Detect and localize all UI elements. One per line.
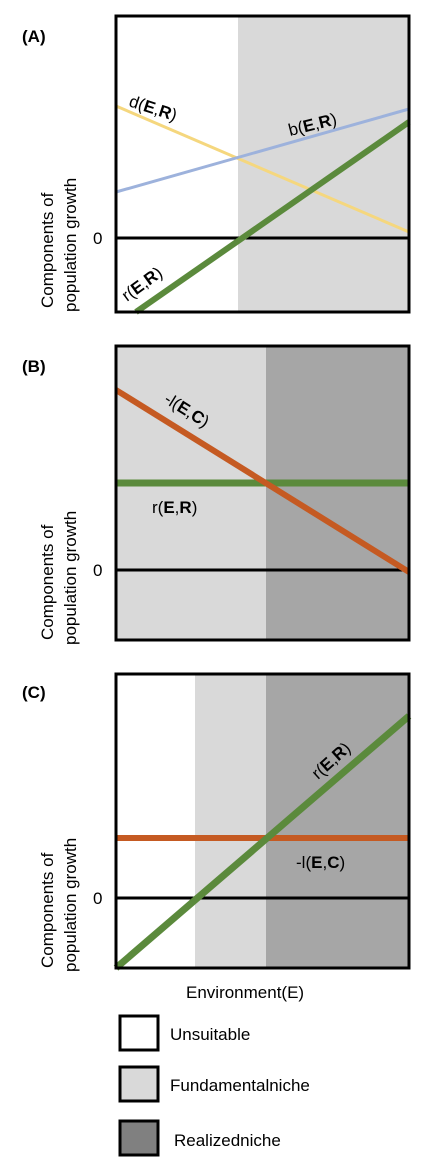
panel-b-l-label: -l(E,C) [161,389,213,431]
panel-a-r-label: r(E,R) [118,263,166,305]
panel-a-d-line [115,104,410,234]
panel-b-r-label: r(E,R) [152,498,197,517]
panel-c-l-label: -l(E,C) [296,853,345,872]
legend-unsuitable-swatch [118,1014,160,1052]
panel-a-zero-label: 0 [93,229,102,248]
panel-a-letter: (A) [22,27,46,46]
legend-fundamental-label: Fundamentalniche [170,1076,310,1095]
panel-b-l-line [114,387,411,575]
panel-a-ylabel-line2: population growth [61,178,80,312]
panel-b: (B) -l(E,C) r(E,R) 0 Components of popul… [22,344,411,645]
panel-c-letter: (C) [22,683,46,702]
x-axis-label: Environment(E) [186,983,304,1002]
panel-a-b-label: b(E,R) [286,110,338,140]
panel-c-ylabel-line1: Components of [38,852,57,968]
panel-b-realized-region [266,346,409,640]
panel-c-r-label: r(E,R) [308,739,354,783]
panel-a-d-label: d(E,R) [127,92,180,125]
panel-a-r-line [134,119,411,315]
panel-c-r-line [113,713,412,971]
panel-a-b-line [115,107,410,194]
panel-c: (C) r(E,R) -l(E,C) 0 Components of popul… [22,672,412,1002]
panel-b-letter: (B) [22,357,46,376]
legend-fundamental-swatch [118,1065,160,1103]
panel-c-frame [114,672,411,970]
panel-c-unsuitable-region [116,674,195,968]
panel-a-ylabel-line1: Components of [38,192,57,308]
panel-a-fundamental-region [238,16,409,312]
panel-b-zero-label: 0 [93,561,102,580]
panel-b-ylabel-line1: Components of [38,524,57,640]
panel-b-ylabel-line2: population growth [61,511,80,645]
panel-a: (A) d(E,R) b(E,R) r(E,R) 0 Components of… [22,14,411,315]
panel-c-fundamental-region [195,674,266,968]
legend-realized-label: Realizedniche [174,1131,281,1150]
legend-unsuitable-label: Unsuitable [170,1025,250,1044]
panel-c-zero-label: 0 [93,889,102,908]
legend-realized-swatch [118,1119,160,1157]
legend: Unsuitable Fundamentalniche Realizednich… [118,1014,310,1157]
panel-a-frame [114,14,411,314]
panel-c-ylabel-line2: population growth [61,838,80,972]
panel-b-frame [114,344,411,642]
panel-b-fundamental-region [116,346,266,640]
